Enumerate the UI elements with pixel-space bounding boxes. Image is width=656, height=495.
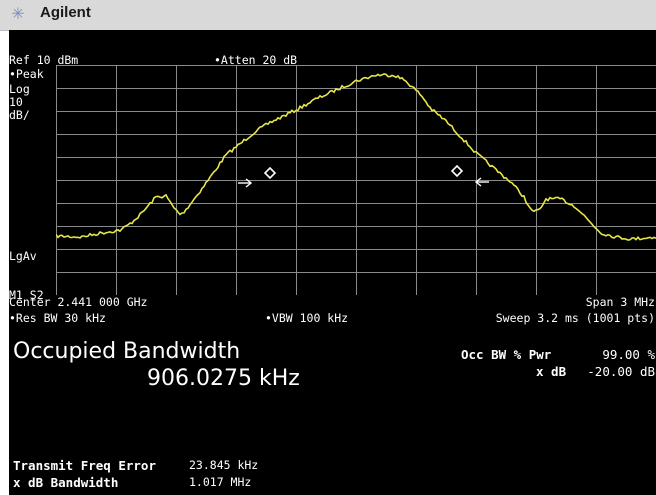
scale-type-label: Log (9, 82, 30, 96)
analyzer-display: Ref 10 dBm •Atten 20 dB •Peak Log 10 dB/… (9, 30, 656, 495)
agilent-spark-icon: ✳ (11, 4, 25, 23)
spectrum-trace (56, 73, 656, 241)
window-title: Agilent (40, 4, 91, 21)
sweep-label: Sweep 3.2 ms (1001 pts) (495, 311, 655, 325)
center-frequency-label: Center 2.441 000 GHz (9, 295, 148, 309)
marker-labels: M1 S2 (9, 288, 44, 302)
bandwidth-right-arrow (474, 177, 489, 187)
x-db-label: x dB (536, 364, 567, 379)
transmit-freq-error-label: Transmit Freq Error (13, 458, 156, 473)
graticule-grid (56, 65, 656, 295)
occupied-bandwidth-value: 906.0275 kHz (147, 366, 300, 391)
transmit-freq-error-value: 23.845 kHz (189, 458, 259, 472)
attenuation-label: •Atten 20 dB (214, 53, 298, 67)
ref-level-label: Ref 10 dBm (9, 53, 79, 67)
x-db-value: -20.00 dB (587, 364, 655, 379)
bandwidth-left-arrow (238, 178, 253, 188)
scale-value-label: 10 (9, 95, 23, 109)
title-bar: ✳ Agilent (0, 0, 656, 31)
averaging-label: LgAv (9, 249, 37, 263)
measurement-title: Occupied Bandwidth (13, 339, 241, 364)
marker-left-diamond (263, 166, 277, 180)
x-db-bandwidth-label: x dB Bandwidth (13, 475, 119, 490)
marker-right-diamond (450, 164, 464, 178)
occ-bw-pwr-value: 99.00 % (602, 347, 655, 362)
occ-bw-pwr-label: Occ BW % Pwr (461, 347, 552, 362)
spectrum-graticule (56, 65, 656, 295)
span-label: Span 3 MHz (585, 295, 655, 309)
x-db-bandwidth-value: 1.017 MHz (189, 475, 252, 489)
detector-label: •Peak (9, 67, 44, 81)
scale-unit-label: dB/ (9, 108, 30, 122)
res-bw-label: •Res BW 30 kHz (9, 311, 106, 325)
vbw-label: •VBW 100 kHz (265, 311, 349, 325)
